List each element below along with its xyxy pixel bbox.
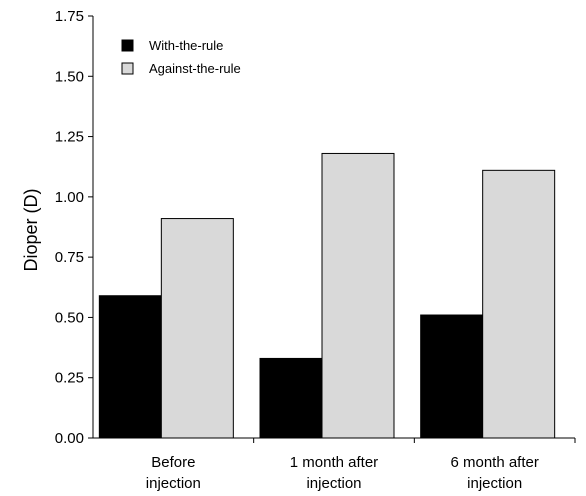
y-ticks: 0.00 0.25 0.50 0.75 1.00 1.25 1.50 1.75 xyxy=(55,8,93,447)
y-tick-label: 1.25 xyxy=(55,129,84,146)
y-axis-label: Dioper (D) xyxy=(21,188,41,271)
legend: With-the-rule Against-the-rule xyxy=(121,38,241,76)
y-tick-label: 0.25 xyxy=(55,370,84,387)
y-tick-label: 1.50 xyxy=(55,68,84,85)
x-category-label: injection xyxy=(146,475,201,492)
bar-against-the-rule xyxy=(160,218,234,439)
y-tick-label: 0.00 xyxy=(55,430,84,447)
bar-with-the-rule xyxy=(420,314,494,439)
bar-against-the-rule xyxy=(482,169,556,439)
x-category-label: 1 month after xyxy=(290,454,378,471)
x-category-label: Before xyxy=(151,454,195,471)
y-tick-label: 1.75 xyxy=(55,8,84,25)
legend-swatch xyxy=(121,39,134,52)
bar-with-the-rule xyxy=(98,295,172,439)
legend-label: Against-the-rule xyxy=(149,61,241,76)
legend-swatch xyxy=(121,62,134,75)
x-category-labels: Before injection 1 month after injection 6 m… xyxy=(146,454,539,492)
y-tick-label: 0.75 xyxy=(55,249,84,266)
y-tick-label: 0.50 xyxy=(55,309,84,326)
x-category-label: injection xyxy=(306,475,361,492)
x-category-label: injection xyxy=(467,475,522,492)
bar-with-the-rule xyxy=(259,357,333,439)
bars xyxy=(98,152,556,439)
y-tick-label: 1.00 xyxy=(55,189,84,206)
bar-against-the-rule xyxy=(321,152,395,439)
legend-label: With-the-rule xyxy=(149,38,223,53)
x-category-label: 6 month after xyxy=(450,454,538,471)
